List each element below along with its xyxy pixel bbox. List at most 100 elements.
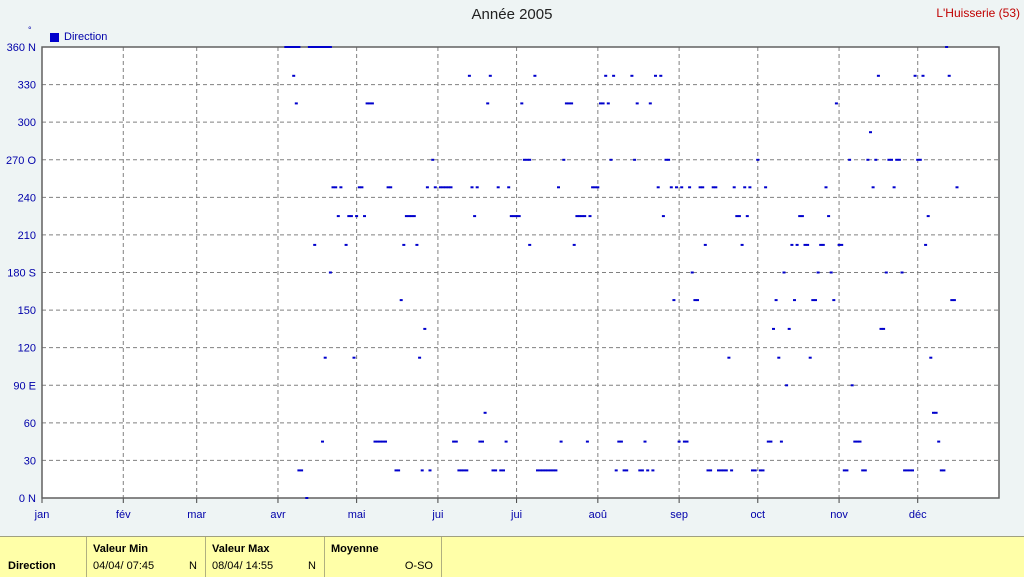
data-point: [599, 102, 602, 105]
data-point: [446, 186, 450, 189]
data-point: [554, 469, 558, 472]
data-point: [863, 469, 867, 472]
data-point: [370, 102, 374, 105]
data-point: [473, 215, 477, 218]
data-point: [732, 186, 736, 189]
data-point: [407, 215, 411, 218]
data-point: [399, 299, 403, 302]
max-label: Valeur Max: [212, 543, 270, 555]
data-point: [806, 243, 810, 246]
data-point: [323, 46, 327, 48]
data-point: [478, 440, 482, 443]
data-point: [751, 469, 754, 472]
data-point: [659, 74, 663, 77]
data-point: [300, 469, 304, 472]
data-point: [793, 299, 796, 302]
data-point: [349, 215, 353, 218]
data-point: [908, 469, 912, 472]
data-point: [924, 243, 928, 246]
data-point: [420, 469, 424, 472]
data-point: [890, 158, 893, 161]
data-point: [284, 46, 288, 48]
data-point: [512, 215, 516, 218]
data-point: [866, 158, 870, 161]
data-point: [292, 46, 296, 48]
data-point: [916, 158, 920, 161]
data-point: [536, 469, 539, 472]
data-point: [832, 299, 836, 302]
data-point: [724, 469, 728, 472]
data-point: [305, 497, 309, 499]
data-point: [507, 186, 511, 189]
data-point: [722, 469, 726, 472]
data-point: [840, 243, 844, 246]
y-tick-label: 180 S: [7, 268, 36, 280]
data-point: [903, 469, 907, 472]
data-point: [307, 46, 311, 48]
data-point: [811, 299, 815, 302]
data-point: [706, 469, 710, 472]
data-point: [808, 356, 812, 359]
data-point: [824, 186, 828, 189]
data-point: [819, 243, 823, 246]
x-tick-label: fév: [116, 509, 131, 521]
data-point: [939, 469, 943, 472]
data-point: [876, 74, 880, 77]
data-point: [816, 271, 820, 274]
data-point: [292, 74, 296, 77]
data-point: [606, 102, 610, 105]
data-point: [761, 469, 765, 472]
data-point: [640, 469, 644, 472]
data-point: [790, 243, 794, 246]
data-point: [737, 215, 741, 218]
data-point: [821, 243, 825, 246]
x-tick-label: oct: [750, 509, 765, 521]
data-point: [932, 411, 935, 414]
data-point: [328, 271, 332, 274]
data-point: [897, 158, 901, 161]
data-point: [381, 440, 385, 443]
data-point: [785, 384, 789, 387]
data-point: [664, 158, 668, 161]
data-point: [509, 215, 513, 218]
max-cell: Valeur Max 08/04/ 14:55 N: [205, 537, 324, 577]
data-point: [404, 215, 408, 218]
data-point: [543, 469, 547, 472]
data-point: [921, 74, 925, 77]
y-tick-label: 90 E: [13, 380, 36, 392]
data-point: [667, 158, 671, 161]
data-point: [622, 469, 626, 472]
data-point: [677, 440, 681, 443]
data-point: [834, 102, 838, 105]
data-point: [331, 186, 335, 189]
data-point: [619, 440, 623, 443]
data-point: [575, 215, 579, 218]
data-point: [504, 440, 508, 443]
data-point: [515, 215, 519, 218]
data-point: [326, 46, 330, 48]
avg-value: O-SO: [404, 560, 433, 572]
data-point: [310, 46, 314, 48]
data-point: [378, 440, 382, 443]
data-point: [714, 186, 718, 189]
data-point: [612, 74, 616, 77]
data-point: [769, 440, 773, 443]
data-point: [918, 158, 922, 161]
data-point: [585, 440, 589, 443]
data-point: [533, 74, 537, 77]
x-tick-label: mar: [187, 509, 206, 521]
y-unit-label: °: [28, 25, 32, 35]
min-value: 04/04/ 07:45: [93, 560, 155, 572]
data-point: [604, 74, 608, 77]
legend-label: Direction: [64, 31, 108, 43]
data-point: [955, 186, 959, 189]
footer-series-name: Direction: [8, 560, 56, 572]
data-point: [368, 102, 372, 105]
data-point: [717, 469, 720, 472]
data-point: [441, 186, 445, 189]
data-point: [567, 102, 571, 105]
chart-title: Année 2005: [471, 6, 553, 23]
data-point: [774, 299, 778, 302]
data-point: [882, 327, 886, 330]
data-point: [572, 243, 576, 246]
